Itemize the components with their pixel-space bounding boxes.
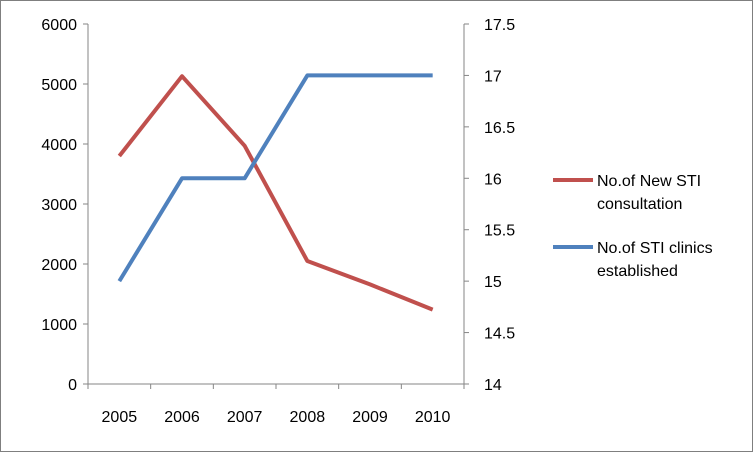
x-tick-label: 2009 [352, 409, 388, 426]
left-y-tick-label: 4000 [41, 137, 77, 154]
legend: No.of New STI consultation No.of STI clini… [553, 173, 713, 280]
x-tick-label: 2008 [290, 409, 326, 426]
right-y-tick-label: 14.5 [484, 326, 515, 343]
x-tick-label: 2007 [227, 409, 263, 426]
left-y-tick-label: 0 [68, 377, 77, 394]
right-y-tick-label: 17 [484, 68, 502, 85]
series-line-2 [117, 73, 433, 283]
right-y-tick-label: 16 [484, 171, 502, 188]
right-y-tick-label: 16.5 [484, 120, 515, 137]
x-tick-label: 2005 [102, 409, 138, 426]
right-y-tick-label: 15 [484, 274, 502, 291]
left-y-tick-label: 5000 [41, 77, 77, 94]
left-y-tick-label: 3000 [41, 197, 77, 214]
left-y-tick-label: 6000 [41, 17, 77, 34]
x-ticks: 2005 2006 2007 2008 2009 2010 [87, 384, 465, 426]
right-y-tick-label: 15.5 [484, 223, 515, 240]
left-y-ticks: 0 1000 2000 3000 4000 5000 6000 [41, 17, 88, 394]
left-y-tick-label: 1000 [41, 317, 77, 334]
legend-label-2: No.of STI clinics established [597, 240, 713, 280]
right-y-tick-label: 17.5 [484, 17, 515, 34]
legend-label-1: No.of New STI consultation [597, 173, 701, 213]
right-y-tick-label: 14 [484, 377, 502, 394]
left-y-tick-label: 2000 [41, 257, 77, 274]
x-tick-label: 2006 [164, 409, 200, 426]
series-layer [117, 73, 434, 312]
right-y-ticks: 14 14.5 15 15.5 16 16.5 17 17.5 [464, 17, 515, 394]
series-line-1 [117, 74, 434, 312]
x-tick-label: 2010 [415, 409, 451, 426]
